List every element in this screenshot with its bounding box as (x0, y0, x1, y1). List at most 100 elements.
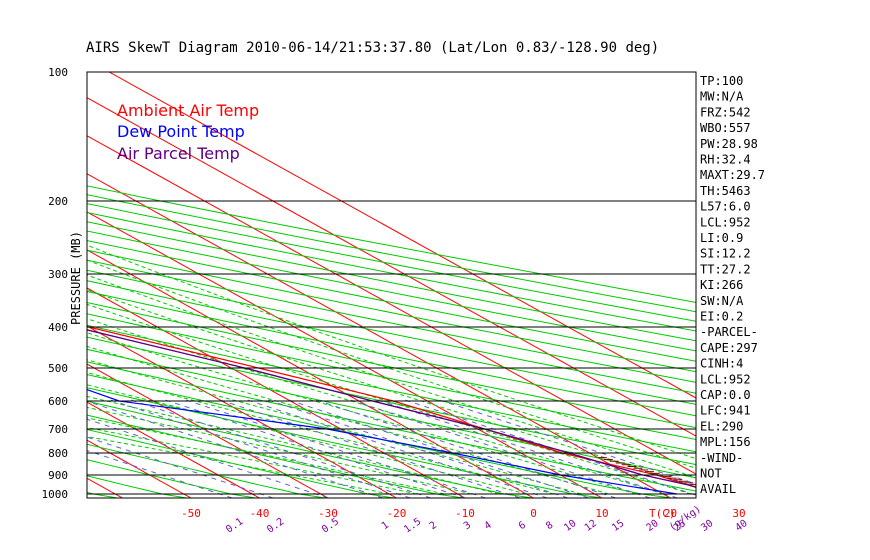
pressure-tick-label: 800 (48, 447, 68, 460)
sounding-index: MPL:156 (700, 435, 751, 449)
dry-adiabat-line (87, 212, 696, 332)
mixing-ratio-tick-label: 0.1 (224, 516, 245, 535)
bottom-temp-tick-label: 20 (664, 507, 677, 520)
sounding-index: -WIND- (700, 451, 743, 465)
sounding-index: EI:0.2 (700, 310, 743, 324)
dry-adiabat-line (87, 429, 398, 498)
dry-adiabat-line (87, 361, 696, 492)
moist-adiabat-line (87, 332, 637, 495)
dry-adiabat-line (87, 459, 259, 498)
bottom-temp-tick-label: -50 (181, 507, 201, 520)
isotherm-line (87, 211, 603, 498)
isotherm-line (87, 325, 397, 498)
dry-adiabat-line (87, 414, 467, 498)
x-axis-label: T(C) (649, 507, 676, 520)
isotherm-line (0, 72, 54, 498)
moist-adiabat-line (87, 372, 554, 495)
dry-adiabat-line (87, 387, 606, 498)
isotherm-line (87, 135, 696, 475)
moist-adiabat-line (87, 417, 445, 495)
mixing-ratio-tick-label: 3 (462, 520, 473, 532)
isotherm-line (87, 173, 671, 498)
mixing-ratio-line (185, 399, 486, 498)
isotherm-line (87, 287, 466, 498)
dry-adiabat-line (87, 400, 537, 498)
pressure-tick-label: 500 (48, 362, 68, 375)
sounding-index: WBO:557 (700, 121, 751, 135)
legend-parcel: Air Parcel Temp (117, 144, 240, 163)
sounding-index: TP:100 (700, 74, 743, 88)
moist-adiabat-line (87, 303, 691, 495)
series-line-2 (87, 329, 696, 489)
bottom-temp-tick-label: -40 (250, 507, 270, 520)
bottom-temp-tick-label: 30 (732, 507, 745, 520)
plot-frame (86, 71, 697, 499)
mixing-ratio-tick-label: 2 (428, 520, 439, 532)
pressure-tick-label: 400 (48, 321, 68, 334)
sounding-index: SW:N/A (700, 294, 744, 308)
mixing-ratio-line (87, 436, 274, 498)
dry-adiabat-line (87, 203, 696, 322)
sounding-index: -PARCEL- (700, 325, 758, 339)
bottom-temp-tick-label: -30 (318, 507, 338, 520)
mixing-ratio-tick-label: 8 (544, 520, 555, 532)
moist-adiabat-line (87, 274, 696, 479)
sounding-index: LCL:952 (700, 215, 751, 229)
pressure-tick-label: 600 (48, 395, 68, 408)
bottom-temp-tick-label: 0 (530, 507, 537, 520)
pressure-tick-label: 1000 (42, 488, 69, 501)
sounding-index: LFC:941 (700, 404, 751, 418)
sounding-index: NOT (700, 467, 722, 481)
sounding-index: FRZ:542 (700, 105, 751, 119)
dry-adiabat-line (87, 280, 696, 405)
sounding-index: LCL:952 (700, 372, 751, 386)
dry-adiabat-line (87, 194, 696, 313)
dry-adiabat-line (87, 374, 675, 498)
mixing-ratio-line (87, 418, 329, 498)
mixing-ratio-line (87, 450, 233, 498)
sounding-index: EL:290 (700, 419, 743, 433)
mixing-ratio-tick-label: 40 (733, 518, 749, 534)
dry-adiabat-line (87, 185, 696, 303)
legend-dewpoint: Dew Point Temp (117, 122, 245, 141)
y-axis-label: PRESSURE (MB) (69, 231, 83, 325)
dry-adiabat-line (87, 290, 696, 417)
bottom-temp-tick-label: -10 (455, 507, 475, 520)
dry-adiabat-line (87, 240, 696, 362)
mixing-ratio-line (165, 399, 466, 498)
sounding-index: SI:12.2 (700, 247, 751, 261)
sounding-index: CAPE:297 (700, 341, 758, 355)
sounding-index: MAXT:29.7 (700, 168, 765, 182)
dry-adiabat-line (87, 301, 696, 429)
legend-ambient: Ambient Air Temp (117, 101, 260, 120)
dry-adiabat-line (87, 348, 696, 479)
mixing-ratio-line (439, 399, 696, 485)
mixing-ratio-tick-label: 4 (483, 520, 494, 532)
mixing-ratio-tick-label: 6 (517, 520, 528, 532)
mixing-ratio-tick-label: 30 (699, 518, 715, 534)
mixing-ratio-line (87, 400, 383, 498)
series-line-1 (87, 389, 678, 495)
series-line-0 (87, 325, 696, 488)
dry-adiabat-line (87, 324, 696, 453)
sounding-index: MW:N/A (700, 90, 744, 104)
sounding-index: RH:32.4 (700, 153, 751, 167)
mixing-ratio-tick-label: 20 (644, 518, 660, 534)
mixing-ratio-tick-label: 15 (610, 518, 626, 534)
isotherm-line (87, 401, 260, 498)
mixing-ratio-tick-label: 10 (562, 518, 578, 534)
sounding-index: L57:6.0 (700, 200, 751, 214)
isotherm-line (87, 97, 696, 437)
sounding-index: LI:0.9 (700, 231, 743, 245)
pressure-tick-label: 900 (48, 469, 68, 482)
mixing-ratio-line (130, 399, 431, 498)
sounding-index: KI:266 (700, 278, 743, 292)
mixing-ratio-line (267, 399, 568, 498)
mixing-ratio-line (315, 399, 616, 498)
pressure-tick-label: 300 (48, 268, 68, 281)
bottom-temp-tick-label: 10 (595, 507, 608, 520)
dry-adiabat-line (87, 221, 696, 342)
mixing-ratio-line (377, 399, 678, 498)
sounding-index: AVAIL (700, 482, 736, 496)
